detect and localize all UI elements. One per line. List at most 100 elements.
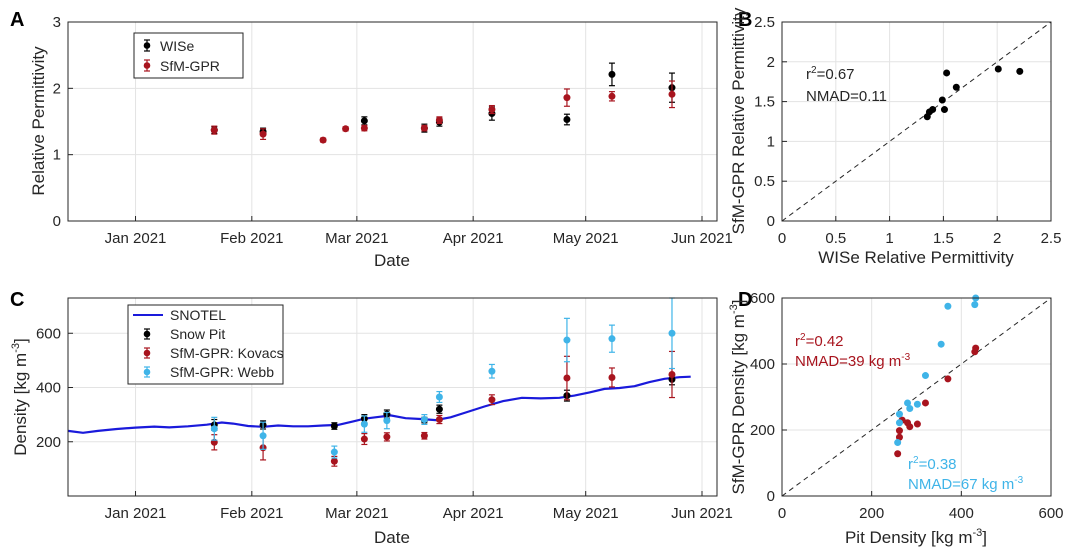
permittivity-point — [929, 106, 937, 114]
panel-b-r2: r2=0.67 — [806, 65, 855, 83]
kovacs-point — [330, 457, 338, 465]
webb-density-point — [904, 399, 912, 407]
kovacs-density-point — [895, 427, 903, 435]
webb-density-point — [895, 410, 903, 418]
x-tick-label: 1 — [885, 230, 893, 247]
sfm-gpr-point — [435, 116, 443, 124]
legend-label-snotel: SNOTEL — [170, 307, 226, 323]
panel-d-webb-r2: r2=0.38 — [908, 455, 957, 473]
permittivity-point — [952, 83, 960, 91]
panel-b-ylabel: SfM-GPR Relative Permittivity — [729, 7, 748, 234]
panel-label-b: B — [738, 9, 752, 31]
kovacs-point — [668, 370, 676, 378]
panel-c-xlabel: Date — [374, 528, 410, 547]
x-tick-label: 400 — [949, 505, 974, 522]
y-tick-label: 1.5 — [754, 94, 775, 111]
webb-point — [668, 329, 676, 337]
x-tick-label: 2 — [993, 230, 1001, 247]
one-to-one-line — [781, 21, 1052, 222]
permittivity-point — [940, 106, 948, 114]
panel-b-chart: 0 0.5 1 1.5 2 2.5 0 0.5 1 1.5 2 2.5 WISe Relative … — [729, 7, 1061, 267]
snow-pit-point — [435, 405, 443, 413]
x-tick-label: May 2021 — [553, 230, 619, 247]
y-tick-label: 1 — [767, 133, 775, 150]
legend-label-kovacs: SfM-GPR: Kovacs — [170, 345, 284, 361]
panel-b-xlabel: WISe Relative Permittivity — [818, 248, 1014, 267]
permittivity-point — [994, 65, 1002, 73]
webb-point — [259, 432, 267, 440]
sfm-gpr-point — [360, 124, 368, 132]
x-tick-label: Jun 2021 — [671, 230, 733, 247]
webb-point — [360, 420, 368, 428]
kovacs-density-point — [894, 450, 902, 458]
webb-point — [563, 336, 571, 344]
panel-a-chart: Jan 2021 Feb 2021 Mar 2021 Apr 2021 May 2021… — [29, 14, 733, 270]
x-tick-label: Feb 2021 — [220, 505, 283, 522]
y-tick-label: 0.5 — [754, 173, 775, 190]
webb-density-point — [913, 400, 921, 408]
x-tick-label: 600 — [1038, 505, 1063, 522]
panel-d-ylabel: SfM-GPR Density [kg m-3] — [728, 300, 748, 495]
y-tick-label: 400 — [750, 356, 775, 373]
y-tick-label: 200 — [750, 422, 775, 439]
kovacs-density-point — [913, 420, 921, 428]
kovacs-point — [383, 433, 391, 441]
x-tick-label: May 2021 — [553, 505, 619, 522]
panel-b-nmad: NMAD=0.11 — [806, 88, 887, 105]
permittivity-point — [1016, 67, 1024, 75]
kovacs-point — [608, 373, 616, 381]
wise-point — [608, 70, 616, 78]
webb-density-point — [937, 340, 945, 348]
webb-point — [488, 367, 496, 375]
webb-density-point — [895, 419, 903, 427]
legend-label-sfm-gpr: SfM-GPR — [160, 58, 220, 74]
webb-point — [383, 417, 391, 425]
x-tick-label: 2.5 — [1041, 230, 1062, 247]
panel-c-ylabel: Density [kg m-3] — [10, 338, 30, 456]
kovacs-density-point — [972, 344, 980, 352]
webb-point — [435, 393, 443, 401]
y-tick-label: 0 — [53, 213, 61, 230]
x-tick-label: 1.5 — [933, 230, 954, 247]
panel-label-d: D — [738, 289, 752, 311]
panel-d-chart: 0 200 400 600 0 200 400 600 Pit Density [kg m-… — [728, 290, 1064, 547]
kovacs-density-point — [895, 433, 903, 441]
sfm-gpr-point — [668, 90, 676, 98]
panel-c-chart: Jan 2021 Feb 2021 Mar 2021 Apr 2021 May 2021… — [10, 297, 733, 547]
kovacs-density-point — [944, 375, 952, 383]
legend-label-wise: WISe — [160, 38, 194, 54]
y-tick-label: 0 — [767, 488, 775, 505]
x-tick-label: 0 — [778, 230, 786, 247]
panel-a-ylabel: Relative Permittivity — [29, 46, 48, 196]
webb-point — [420, 416, 428, 424]
wise-point — [563, 116, 571, 124]
panel-a-xlabel: Date — [374, 251, 410, 270]
x-tick-label: 200 — [859, 505, 884, 522]
y-tick-label: 2 — [767, 54, 775, 71]
kovacs-point — [488, 396, 496, 404]
y-tick-label: 3 — [53, 14, 61, 31]
panel-d-kovacs-nmad: NMAD=39 kg m-3 — [795, 352, 911, 370]
webb-density-point — [894, 439, 902, 447]
sfm-gpr-point — [608, 92, 616, 100]
panel-a-legend: WISe SfM-GPR — [133, 32, 244, 79]
one-to-one-line — [781, 297, 1052, 497]
y-tick-label: 2 — [53, 80, 61, 97]
panel-c-legend: SNOTEL Snow Pit SfM-GPR: Kovacs SfM-GPR:… — [127, 304, 284, 385]
sfm-gpr-point — [563, 94, 571, 102]
kovacs-point — [563, 374, 571, 382]
webb-density-point — [971, 301, 979, 309]
snotel-line — [67, 375, 691, 434]
legend-label-snow-pit: Snow Pit — [170, 326, 225, 342]
y-tick-label: 400 — [36, 380, 61, 397]
x-tick-label: 0.5 — [825, 230, 846, 247]
x-tick-label: Jan 2021 — [105, 230, 167, 247]
webb-point — [330, 448, 338, 456]
sfm-gpr-point — [319, 136, 327, 144]
webb-density-point — [906, 405, 914, 413]
x-tick-label: Jun 2021 — [671, 505, 733, 522]
webb-point — [608, 335, 616, 343]
panel-label-c: C — [10, 289, 24, 311]
y-tick-label: 0 — [767, 213, 775, 230]
y-tick-label: 200 — [36, 434, 61, 451]
